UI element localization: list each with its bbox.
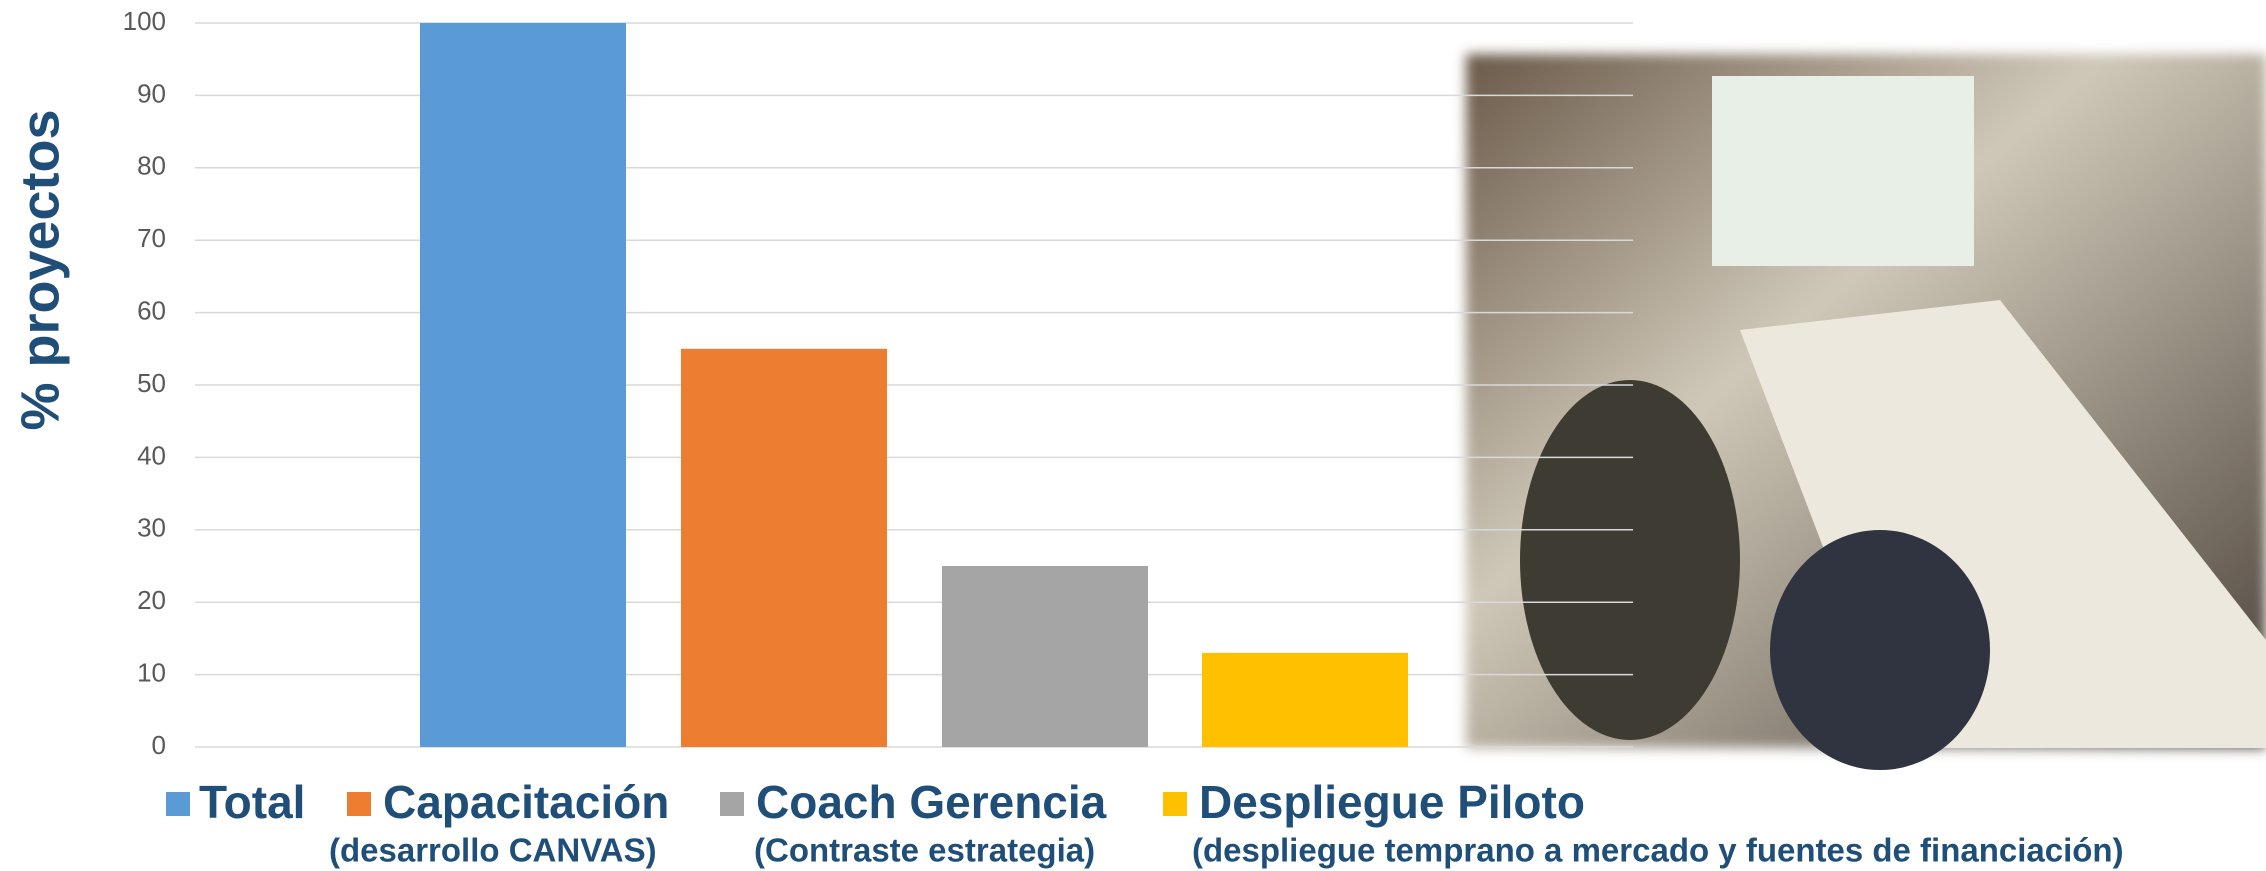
bar: [681, 348, 887, 747]
y-tick-label: 60: [137, 295, 166, 325]
y-axis-label: % proyectos: [10, 109, 70, 430]
y-tick-label: 70: [137, 223, 166, 253]
y-tick-label: 100: [123, 6, 166, 36]
legend-swatch: [347, 792, 371, 816]
legend-note: (despliegue temprano a mercado y fuentes…: [1192, 832, 2124, 869]
bar: [420, 23, 626, 747]
y-tick-label: 50: [137, 368, 166, 398]
legend-note: (Contraste estrategia): [754, 832, 1095, 869]
bar: [942, 566, 1148, 747]
legend-label: Despliegue Piloto: [1199, 776, 1585, 828]
y-tick-label: 80: [137, 151, 166, 181]
legend-label: Total: [199, 776, 305, 828]
legend-swatch: [166, 792, 190, 816]
y-tick-label: 20: [137, 585, 166, 615]
legend-swatch: [1163, 792, 1187, 816]
legend-label: Capacitación: [383, 776, 669, 828]
y-tick-label: 90: [137, 78, 166, 108]
legend-swatch: [720, 792, 744, 816]
legend-note: (desarrollo CANVAS): [329, 832, 657, 869]
photo: [1466, 54, 2266, 770]
y-tick-label: 0: [152, 730, 166, 760]
legend-label: Coach Gerencia: [756, 776, 1107, 828]
bar: [1202, 652, 1408, 747]
y-tick-label: 40: [137, 440, 166, 470]
y-tick-label: 10: [137, 657, 166, 687]
y-tick-label: 30: [137, 513, 166, 543]
